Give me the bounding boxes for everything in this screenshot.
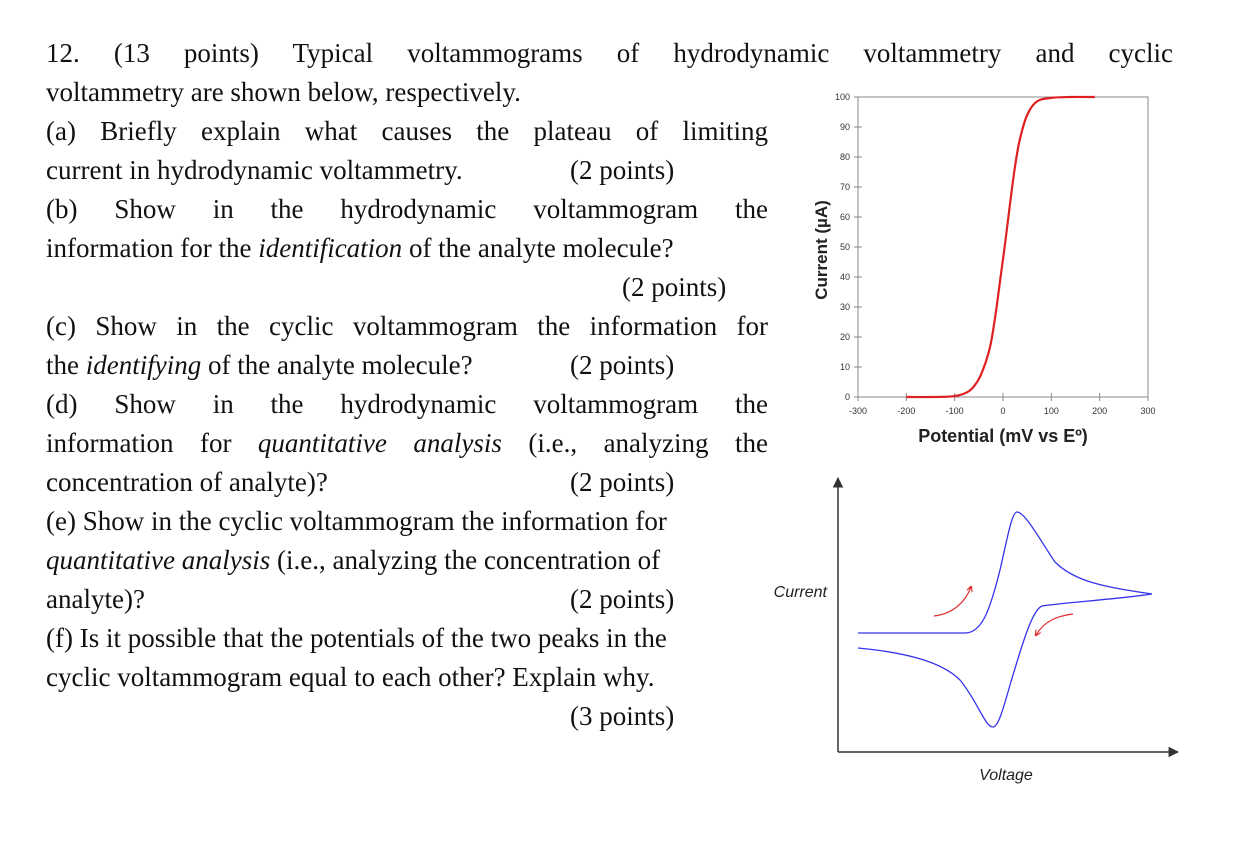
cyclic-voltammogram-chart: Current Voltage [774,476,1180,784]
question-text: 12. (13 points) Typical voltammograms of… [46,34,1176,754]
x-tick-label: -200 [897,406,915,416]
forward-scan-direction-arrow-icon [933,587,971,617]
y-tick-label: 90 [840,122,850,132]
y-tick-label: 70 [840,182,850,192]
part-d-line-3: concentration of analyte)? [46,467,328,497]
part-a-line-2: current in hydrodynamic voltammetry. [46,155,463,185]
part-f-points: (3 points) [570,701,675,731]
hydrodynamic-voltammogram-chart: 0 10 20 30 40 50 60 70 80 90 100 -300 -200 -100 0 100 2… [812,92,1156,446]
part-e-line-3: analyte)? [46,584,145,614]
cv-reverse-scan-curve [857,593,1153,728]
y-tick-label: 100 [835,92,850,102]
y-tick-label: 0 [845,392,850,402]
cv-forward-scan-curve [858,511,1153,634]
y-tick-label: 10 [840,362,850,372]
cv-y-axis-label: Current [774,584,828,601]
x-tick-label: -100 [946,406,964,416]
part-f-line-2: cyclic voltammogram equal to each other?… [46,662,655,692]
cv-x-axis-label: Voltage [979,767,1033,784]
part-c-line-1: (c) Show in the cyclic voltammogram the … [46,311,768,341]
y-tick-label: 60 [840,212,850,222]
x-tick-label: 200 [1092,406,1107,416]
y-tick-label: 20 [840,332,850,342]
part-f-line-1: (f) Is it possible that the potentials o… [46,623,667,653]
plot-frame [857,96,1149,398]
x-tick-label: 300 [1140,406,1155,416]
x-tick-label: 0 [1000,406,1005,416]
part-e-line-1: (e) Show in the cyclic voltammogram the … [46,506,667,536]
part-e-points: (2 points) [570,584,675,614]
x-tick-label: 100 [1044,406,1059,416]
y-tick-label: 50 [840,242,850,252]
reverse-scan-direction-arrow-icon [1036,613,1074,635]
y-tick-label: 30 [840,302,850,312]
y-tick-label: 40 [840,272,850,282]
y-axis-label: Current (µA) [812,200,831,300]
part-a-line-1: (a) Briefly explain what causes the plat… [46,116,768,146]
part-d-line-2: information for quantitative analysis (i… [46,428,768,458]
y-tick-label: 80 [840,152,850,162]
part-e-line-2: quantitative analysis (i.e., analyzing t… [46,545,661,575]
part-b-points: (2 points) [622,272,727,302]
part-a-points: (2 points) [570,155,675,185]
part-b-line-1: (b) Show in the hydrodynamic voltammogra… [46,194,768,224]
hydrodynamic-curve-series [906,95,1095,399]
question-intro-line-1: 12. (13 points) Typical voltammograms of… [46,38,1173,68]
x-tick-label: -300 [849,406,867,416]
part-d-points: (2 points) [570,467,675,497]
part-c-points: (2 points) [570,350,675,380]
part-b-line-2: information for the identification of th… [46,233,674,263]
x-axis-label: Potential (mV vs Eº) [918,426,1088,446]
part-c-line-2: the identifying of the analyte molecule? [46,350,473,380]
part-d-line-1: (d) Show in the hydrodynamic voltammogra… [46,389,768,419]
question-intro-line-2: voltammetry are shown below, respectivel… [46,77,521,107]
